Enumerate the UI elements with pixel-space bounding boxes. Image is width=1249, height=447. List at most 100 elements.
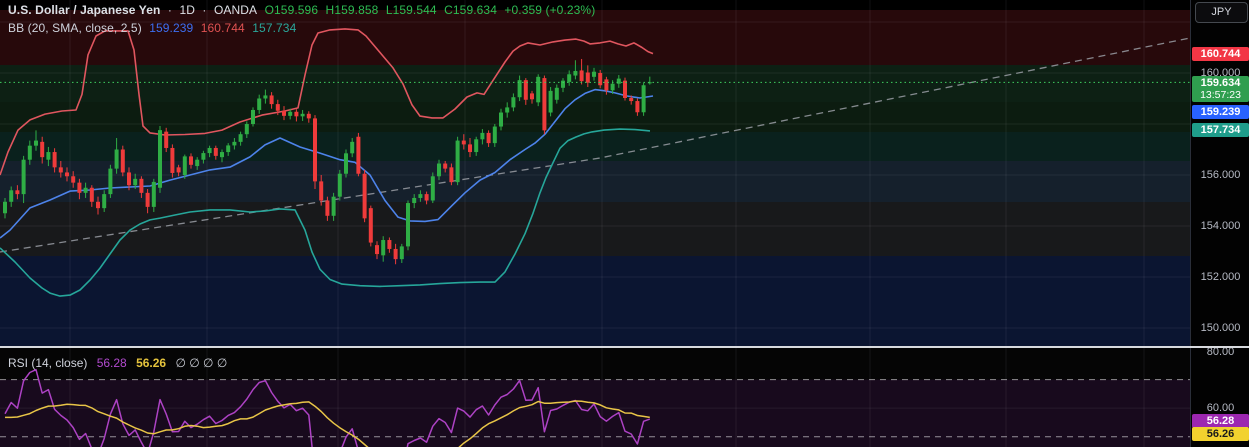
candle-body xyxy=(598,73,603,86)
candle-body xyxy=(480,132,485,140)
currency-toggle-button[interactable]: JPY xyxy=(1195,2,1248,23)
trendline-dashed xyxy=(0,37,1190,253)
candle-body xyxy=(548,90,553,113)
candle-body xyxy=(437,163,441,177)
candle-body xyxy=(592,71,596,77)
candle-body xyxy=(486,132,491,144)
candle-body xyxy=(145,192,150,207)
candle-body xyxy=(15,190,20,195)
axis-value-badge: 56.28 xyxy=(1192,414,1249,428)
candle-body xyxy=(461,140,466,145)
candle-body xyxy=(207,147,212,154)
candle-body xyxy=(387,240,392,249)
bb-lower-band-line xyxy=(0,128,651,297)
candle-body xyxy=(331,196,336,216)
candle-body xyxy=(356,136,361,174)
last-price-badge: 159.634 13:57:23 xyxy=(1192,76,1249,102)
candle-body xyxy=(474,139,479,153)
candle-body xyxy=(350,141,355,154)
ohlc-open: O159.596 xyxy=(264,3,319,17)
axis-value-badge: 157.734 xyxy=(1192,123,1249,137)
separator: · xyxy=(167,3,172,17)
axis-price-label: 154.000 xyxy=(1200,220,1241,232)
price-axis[interactable]: JPY 160.000 156.000 154.000 152.000 150.000 8… xyxy=(1190,0,1249,447)
candle-body xyxy=(288,111,293,116)
candles-layer xyxy=(3,58,652,265)
candle-body xyxy=(151,181,156,207)
rsi-plot[interactable] xyxy=(0,348,1190,447)
candle-body xyxy=(604,79,609,91)
symbol-title[interactable]: U.S. Dollar / Japanese Yen xyxy=(8,3,161,17)
candle-body xyxy=(40,141,45,158)
candle-body xyxy=(455,140,460,183)
bb-upper-value: 160.744 xyxy=(200,21,245,35)
candle-body xyxy=(635,101,640,113)
candle-body xyxy=(263,95,268,99)
candle-body xyxy=(83,187,88,193)
candle-body xyxy=(424,194,429,201)
ohlc-low: L159.544 xyxy=(385,3,437,17)
candle-body xyxy=(362,173,367,219)
symbol-legend[interactable]: U.S. Dollar / Japanese Yen · 1D · OANDA … xyxy=(8,3,599,17)
axis-price-label: 152.000 xyxy=(1200,271,1241,283)
candle-body xyxy=(182,156,187,175)
candle-body xyxy=(530,93,534,100)
candle-body xyxy=(375,245,379,255)
ohlc-close: C159.634 xyxy=(444,3,497,17)
candle-body xyxy=(579,70,584,82)
candle-body xyxy=(313,118,317,182)
axis-value-badge: 159.239 xyxy=(1192,105,1249,119)
bb-title[interactable]: BB (20, SMA, close, 2.5) xyxy=(8,21,142,35)
candle-body xyxy=(108,168,113,195)
axis-price-label: 60.00 xyxy=(1206,402,1235,414)
rsi-title[interactable]: RSI (14, close) xyxy=(8,356,88,370)
candle-body xyxy=(34,140,38,146)
candle-body xyxy=(412,197,417,204)
candle-body xyxy=(52,152,57,168)
candle-body xyxy=(102,194,107,209)
candle-body xyxy=(443,163,448,169)
candle-body xyxy=(127,172,131,186)
rsi-indicator-legend[interactable]: RSI (14, close) 56.28 56.26 ∅ ∅ ∅ ∅ xyxy=(8,356,233,370)
candle-body xyxy=(641,85,646,113)
timeframe-label[interactable]: 1D xyxy=(179,3,195,17)
price-chart-pane[interactable]: U.S. Dollar / Japanese Yen · 1D · OANDA … xyxy=(0,0,1190,347)
price-zone-band xyxy=(0,256,1190,347)
candle-body xyxy=(220,152,224,158)
candle-body xyxy=(573,70,578,76)
countdown-timer: 13:57:23 xyxy=(1200,89,1241,101)
candle-body xyxy=(542,78,547,131)
candle-body xyxy=(9,190,14,202)
candle-body xyxy=(275,104,280,111)
rsi-ma-line xyxy=(5,400,650,447)
candle-body xyxy=(114,149,119,169)
candle-body xyxy=(195,159,200,167)
candle-body xyxy=(238,134,243,142)
bb-upper-band-line xyxy=(0,28,654,176)
bb-indicator-legend[interactable]: BB (20, SMA, close, 2.5) 159.239 160.744… xyxy=(8,21,300,35)
candle-body xyxy=(164,131,169,148)
bb-lower-value: 157.734 xyxy=(252,21,297,35)
candle-body xyxy=(282,110,286,116)
exchange-label[interactable]: OANDA xyxy=(213,3,258,17)
candlestick-chart[interactable] xyxy=(0,0,1190,347)
candle-body xyxy=(468,144,472,153)
candle-body xyxy=(139,178,144,193)
candle-body xyxy=(170,147,175,173)
candle-body xyxy=(505,107,510,113)
pane-separator-handle[interactable] xyxy=(0,346,1249,348)
candle-body xyxy=(499,112,503,127)
candle-body xyxy=(306,113,311,119)
axis-price-label: 80.00 xyxy=(1206,346,1235,358)
candle-body xyxy=(201,153,206,160)
candle-body xyxy=(89,187,94,202)
axis-price-label: 156.000 xyxy=(1200,169,1241,181)
candle-body xyxy=(629,97,634,102)
candle-body xyxy=(319,181,324,201)
rsi-band-background xyxy=(0,379,1190,447)
candle-body xyxy=(226,145,231,153)
price-zone-band xyxy=(0,65,1190,104)
rsi-indicator-pane[interactable]: RSI (14, close) 56.28 56.26 ∅ ∅ ∅ ∅ xyxy=(0,348,1190,447)
candle-body xyxy=(610,83,615,91)
